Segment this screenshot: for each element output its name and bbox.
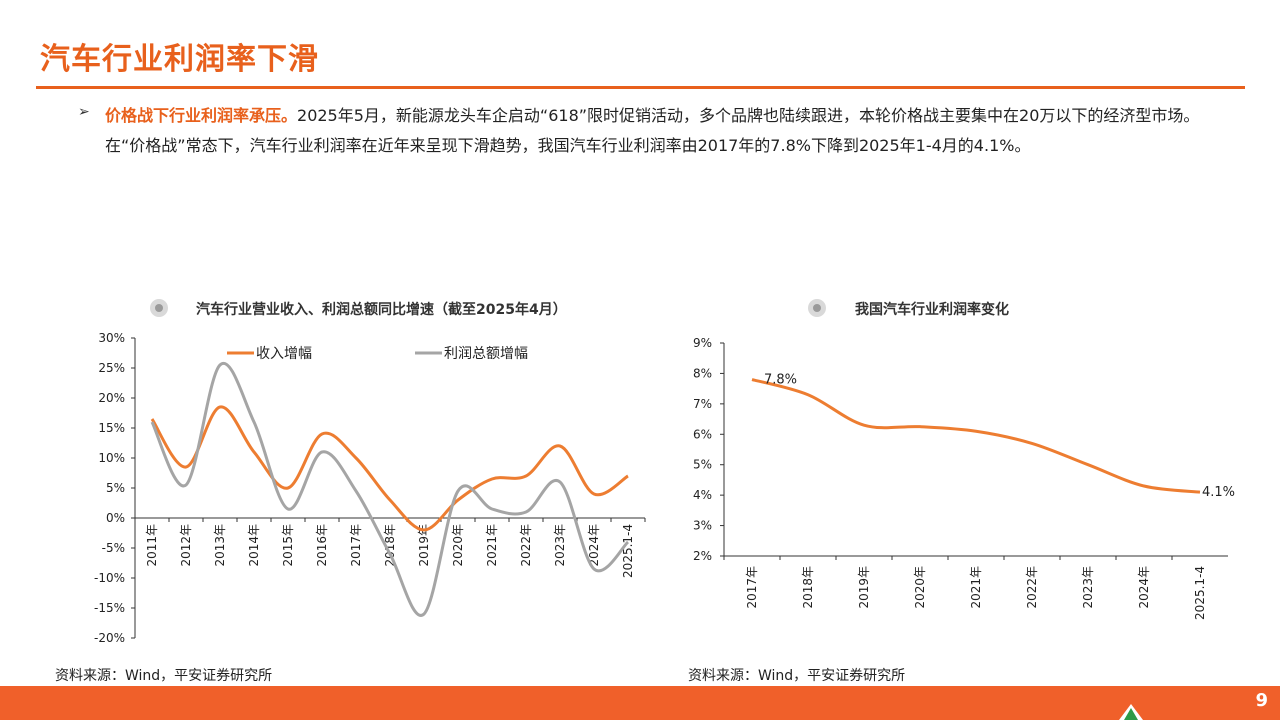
x-tick-label: 2023年 (1081, 566, 1095, 609)
x-tick-label: 2019年 (857, 566, 871, 609)
x-tick-label: 2021年 (485, 524, 499, 567)
legend-label: 收入增幅 (256, 346, 312, 362)
y-tick-label: 6% (693, 427, 712, 441)
x-tick-label: 2023年 (553, 524, 567, 567)
x-tick-label: 2024年 (1137, 566, 1151, 609)
x-tick-label: 2019年 (417, 524, 431, 567)
y-tick-label: 5% (693, 458, 712, 472)
left-chart-title: 汽车行业营业收入、利润总额同比增速（截至2025年4月） (196, 302, 567, 318)
right-chart-title: 我国汽车行业利润率变化 (855, 302, 1009, 318)
x-tick-label: 2025.1-4 (621, 524, 635, 578)
right-chart-source: 资料来源：Wind，平安证券研究所 (688, 668, 906, 684)
y-tick-label: 20% (98, 391, 125, 405)
y-tick-label: 8% (693, 366, 712, 380)
y-tick-label: 5% (106, 481, 125, 495)
y-tick-label: 9% (693, 336, 712, 350)
y-tick-label: -15% (94, 601, 125, 615)
page-number: 9 (1255, 690, 1268, 711)
page-title: 汽车行业利润率下滑 (40, 42, 319, 77)
x-tick-label: 2021年 (969, 566, 983, 609)
x-tick-label: 2017年 (745, 566, 759, 609)
y-tick-label: 2% (693, 549, 712, 563)
y-tick-label: 0% (106, 511, 125, 525)
y-tick-label: -5% (102, 541, 125, 555)
y-tick-label: -20% (94, 631, 125, 645)
left-chart-source: 资料来源：Wind，平安证券研究所 (55, 668, 273, 684)
arrow-bullet-icon: ➢ (78, 104, 90, 120)
x-tick-label: 2017年 (349, 524, 363, 567)
y-tick-label: 25% (98, 361, 125, 375)
y-tick-label: 7% (693, 397, 712, 411)
title-divider (36, 86, 1245, 89)
series-line-profit-margin (751, 378, 1201, 494)
y-tick-label: 10% (98, 451, 125, 465)
y-tick-label: 4% (693, 488, 712, 502)
legend-label: 利润总额增幅 (444, 346, 528, 362)
x-tick-label: 2018年 (383, 524, 397, 567)
series-line-revenue (150, 405, 629, 532)
footer-bar (0, 686, 1280, 720)
y-tick-label: 15% (98, 421, 125, 435)
x-tick-label: 2016年 (315, 524, 329, 567)
profit-margin-chart: 9% 8% 7% 6% 5% 4% 3% 2% 2017年 2018年 2019年 2020年 2021… (693, 336, 1235, 620)
y-tick-label: 3% (693, 519, 712, 533)
x-tick-label: 2024年 (587, 524, 601, 567)
x-tick-label: 2011年 (145, 524, 159, 567)
x-tick-label: 2013年 (213, 524, 227, 567)
data-label-first: 7.8% (764, 373, 797, 388)
series-line-profit (150, 361, 630, 617)
summary-text: 2025年5月，新能源龙头车企启动“618”限时促销活动，多个品牌也陆续跟进，本… (105, 106, 1200, 155)
summary-highlight: 价格战下行业利润率承压。 (105, 106, 298, 125)
revenue-profit-growth-chart: 30% 25% 20% 15% 10% 5% 0% -5% -10% -15% -20% 2011年 2… (94, 331, 646, 645)
x-tick-label: 2015年 (281, 524, 295, 567)
x-tick-label: 2022年 (519, 524, 533, 567)
x-tick-label: 2014年 (247, 524, 261, 567)
x-tick-label: 2018年 (801, 566, 815, 609)
x-tick-label: 2020年 (913, 566, 927, 609)
x-tick-label: 2012年 (179, 524, 193, 567)
company-logo-icon (1119, 704, 1143, 720)
y-tick-label: 30% (98, 331, 125, 345)
data-label-last: 4.1% (1202, 485, 1235, 500)
x-tick-label: 2022年 (1025, 566, 1039, 609)
chart-title-bullet-icon (150, 299, 168, 317)
summary-paragraph: 价格战下行业利润率承压。2025年5月，新能源龙头车企启动“618”限时促销活动… (105, 101, 1215, 161)
x-tick-label: 2025.1-4 (1193, 566, 1207, 620)
chart-title-bullet-icon (808, 299, 826, 317)
y-tick-label: -10% (94, 571, 125, 585)
x-tick-label: 2020年 (451, 524, 465, 567)
